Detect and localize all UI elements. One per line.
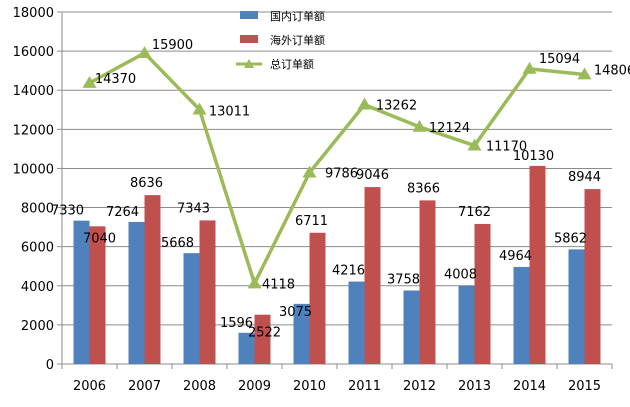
bar-label-domestic: 3075: [279, 305, 312, 320]
bar-overseas: [529, 165, 546, 364]
bar-overseas: [89, 226, 106, 364]
bar-overseas: [199, 220, 216, 364]
y-tick-label: 18000: [13, 6, 54, 21]
y-axis: 0 2000 4000 6000 8000 10000 12000 14000 16000 180…: [13, 6, 63, 373]
line-label-total: 4118: [262, 277, 295, 292]
bar-domestic: [73, 220, 90, 364]
x-tick-label: 2007: [128, 379, 161, 394]
line-label-total: 14806: [594, 63, 630, 78]
legend-swatch: [240, 35, 258, 43]
legend-label: 国内订单额: [270, 9, 325, 23]
total-point: [192, 102, 207, 115]
x-tick-label: 2011: [348, 379, 381, 394]
bar-domestic: [238, 332, 255, 364]
bar-domestic: [513, 266, 530, 364]
line-label-total: 11170: [486, 140, 527, 155]
bar-overseas: [254, 314, 271, 364]
line-label-total: 12124: [429, 121, 470, 136]
y-tick-label: 10000: [13, 162, 54, 177]
bar-label-overseas: 8636: [130, 176, 163, 191]
bar-label-domestic: 4216: [332, 264, 365, 279]
line-label-total: 13011: [209, 105, 250, 120]
y-tick-label: 6000: [21, 241, 54, 256]
bar-domestic: [183, 253, 200, 364]
x-tick-label: 2013: [458, 379, 491, 394]
bar-label-domestic: 4008: [444, 268, 477, 283]
total-point: [357, 97, 372, 110]
bar-label-overseas: 7162: [458, 205, 491, 220]
bar-label-domestic: 4964: [499, 249, 532, 264]
total-point: [247, 276, 262, 289]
x-tick-label: 2010: [293, 379, 326, 394]
line-label-total: 13262: [376, 99, 417, 114]
x-tick-label: 2006: [73, 379, 106, 394]
bar-overseas: [474, 223, 491, 364]
bar-overseas: [364, 187, 381, 364]
bar-label-overseas: 6711: [295, 214, 328, 229]
bar-overseas: [419, 200, 436, 364]
y-tick-label: 14000: [13, 84, 54, 99]
total-point: [577, 67, 592, 80]
bar-domestic: [293, 303, 310, 364]
y-tick-label: 12000: [13, 123, 54, 138]
bar-domestic: [128, 221, 145, 364]
legend-label: 总订单额: [270, 57, 314, 71]
bar-label-overseas: 8366: [407, 181, 440, 196]
bar-overseas: [584, 189, 601, 364]
bar-label-domestic: 7330: [51, 204, 84, 219]
total-point: [137, 46, 152, 58]
y-tick-label: 0: [46, 358, 54, 373]
total-point: [467, 138, 482, 151]
data-labels: 7330 7264 5668 1596 3075 4216 3758 4008 4964 5862…: [51, 38, 630, 341]
x-tick-label: 2014: [513, 379, 546, 394]
y-tick-label: 16000: [13, 45, 54, 60]
legend-swatch: [240, 11, 258, 19]
x-tick-label: 2015: [568, 379, 601, 394]
bar-label-overseas: 7040: [83, 231, 116, 246]
bar-label-overseas: 2522: [248, 326, 281, 341]
bar-label-overseas: 8944: [568, 170, 601, 185]
bar-label-domestic: 7264: [106, 205, 139, 220]
line-label-total: 15094: [539, 52, 580, 67]
bar-label-domestic: 5668: [161, 236, 194, 251]
x-tick-label: 2009: [238, 379, 271, 394]
total-line: [88, 51, 585, 286]
line-series: [82, 46, 592, 289]
total-point: [302, 165, 317, 178]
y-tick-label: 8000: [21, 202, 54, 217]
bar-label-overseas: 7343: [177, 201, 210, 216]
x-tick-label: 2012: [403, 379, 436, 394]
bar-label-domestic: 1596: [220, 316, 253, 331]
y-tick-label: 4000: [21, 280, 54, 295]
bar-series: [73, 165, 601, 364]
bar-domestic: [348, 281, 365, 364]
total-point: [412, 119, 427, 132]
bar-domestic: [403, 290, 420, 364]
bar-domestic: [568, 249, 585, 364]
total-point: [82, 75, 97, 88]
bar-label-domestic: 5862: [554, 231, 587, 246]
bar-overseas: [309, 232, 326, 364]
line-label-total: 9786: [325, 167, 358, 182]
x-tick-label: 2008: [183, 379, 216, 394]
legend-marker: [244, 59, 254, 68]
bar-label-domestic: 3758: [387, 273, 420, 288]
bar-label-overseas: 10130: [513, 149, 554, 164]
y-tick-label: 2000: [21, 319, 54, 334]
total-point: [522, 61, 537, 74]
legend-label: 海外订单额: [270, 33, 325, 47]
line-label-total: 14370: [95, 72, 136, 87]
bar-domestic: [458, 285, 475, 364]
line-label-total: 15900: [152, 38, 193, 53]
bar-overseas: [144, 195, 161, 364]
bar-label-overseas: 9046: [356, 168, 389, 183]
